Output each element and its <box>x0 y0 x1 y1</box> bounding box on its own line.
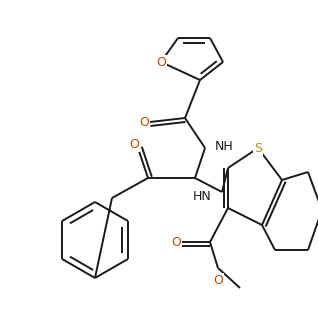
Text: O: O <box>213 274 223 287</box>
Text: O: O <box>129 138 139 150</box>
Text: S: S <box>254 142 262 154</box>
Text: O: O <box>171 236 181 248</box>
Text: O: O <box>156 56 166 68</box>
Text: HN: HN <box>193 190 212 203</box>
Text: NH: NH <box>215 139 234 153</box>
Text: O: O <box>139 116 149 128</box>
